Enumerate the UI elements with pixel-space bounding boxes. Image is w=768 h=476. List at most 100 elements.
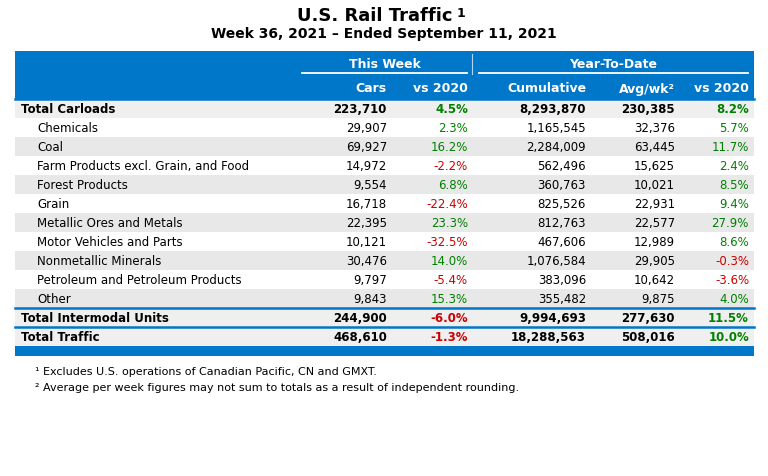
Bar	[15, 100, 754, 119]
Text: 1,165,545: 1,165,545	[526, 122, 586, 135]
Bar	[15, 195, 754, 214]
Bar	[15, 251, 754, 270]
Text: Metallic Ores and Metals: Metallic Ores and Metals	[37, 217, 183, 229]
Bar	[15, 119, 754, 138]
Text: Coal: Coal	[37, 141, 63, 154]
Text: 360,763: 360,763	[538, 178, 586, 192]
Text: Grain: Grain	[37, 198, 69, 210]
Text: 23.3%: 23.3%	[431, 217, 468, 229]
Text: Cars: Cars	[356, 82, 387, 95]
Text: -1.3%: -1.3%	[431, 330, 468, 343]
Bar	[15, 138, 754, 157]
Text: 29,907: 29,907	[346, 122, 387, 135]
Text: 9,554: 9,554	[353, 178, 387, 192]
Text: 11.5%: 11.5%	[708, 311, 749, 324]
Text: vs 2020: vs 2020	[694, 82, 749, 95]
Text: 14.0%: 14.0%	[431, 255, 468, 268]
Text: 22,931: 22,931	[634, 198, 675, 210]
Text: 5.7%: 5.7%	[720, 122, 749, 135]
Bar	[15, 214, 754, 232]
Text: 8.6%: 8.6%	[720, 236, 749, 248]
Bar	[15, 308, 754, 327]
Text: 16.2%: 16.2%	[431, 141, 468, 154]
Text: 467,606: 467,606	[538, 236, 586, 248]
Text: ¹ Excludes U.S. operations of Canadian Pacific, CN and GMXT.: ¹ Excludes U.S. operations of Canadian P…	[35, 366, 377, 376]
Bar	[15, 289, 754, 308]
Bar	[15, 78, 754, 100]
Bar	[15, 270, 754, 289]
Bar	[15, 157, 754, 176]
Text: 812,763: 812,763	[538, 217, 586, 229]
Text: 9,843: 9,843	[353, 292, 387, 306]
Text: 27.9%: 27.9%	[712, 217, 749, 229]
Text: 22,395: 22,395	[346, 217, 387, 229]
Text: 32,376: 32,376	[634, 122, 675, 135]
Text: 244,900: 244,900	[333, 311, 387, 324]
Text: vs 2020: vs 2020	[413, 82, 468, 95]
Text: 16,718: 16,718	[346, 198, 387, 210]
Text: -5.4%: -5.4%	[434, 273, 468, 287]
Text: This Week: This Week	[349, 59, 420, 71]
Text: ² Average per week figures may not sum to totals as a result of independent roun: ² Average per week figures may not sum t…	[35, 382, 519, 392]
Bar	[15, 52, 754, 78]
Text: U.S. Rail Traffic: U.S. Rail Traffic	[297, 7, 453, 25]
Text: 9.4%: 9.4%	[719, 198, 749, 210]
Text: -6.0%: -6.0%	[430, 311, 468, 324]
Text: Forest Products: Forest Products	[37, 178, 128, 192]
Text: 508,016: 508,016	[621, 330, 675, 343]
Text: Other: Other	[37, 292, 71, 306]
Text: Total Carloads: Total Carloads	[21, 103, 115, 116]
Text: -0.3%: -0.3%	[715, 255, 749, 268]
Text: 8,293,870: 8,293,870	[519, 103, 586, 116]
Text: 9,994,693: 9,994,693	[519, 311, 586, 324]
Text: Cumulative: Cumulative	[507, 82, 586, 95]
Bar	[15, 176, 754, 195]
Text: 14,972: 14,972	[346, 159, 387, 173]
Text: Year-To-Date: Year-To-Date	[570, 59, 657, 71]
Text: 8.5%: 8.5%	[720, 178, 749, 192]
Text: 10,642: 10,642	[634, 273, 675, 287]
Text: 18,288,563: 18,288,563	[511, 330, 586, 343]
Text: Chemicals: Chemicals	[37, 122, 98, 135]
Text: 2,284,009: 2,284,009	[526, 141, 586, 154]
Text: -2.2%: -2.2%	[434, 159, 468, 173]
Text: 9,875: 9,875	[641, 292, 675, 306]
Text: 15,625: 15,625	[634, 159, 675, 173]
Text: 15.3%: 15.3%	[431, 292, 468, 306]
Text: 2.3%: 2.3%	[439, 122, 468, 135]
Text: 10.0%: 10.0%	[708, 330, 749, 343]
Text: 10,021: 10,021	[634, 178, 675, 192]
Text: 355,482: 355,482	[538, 292, 586, 306]
Text: 69,927: 69,927	[346, 141, 387, 154]
Text: 562,496: 562,496	[538, 159, 586, 173]
Text: 4.0%: 4.0%	[720, 292, 749, 306]
Text: 468,610: 468,610	[333, 330, 387, 343]
Text: -32.5%: -32.5%	[426, 236, 468, 248]
Text: Farm Products excl. Grain, and Food: Farm Products excl. Grain, and Food	[37, 159, 249, 173]
Text: Week 36, 2021 – Ended September 11, 2021: Week 36, 2021 – Ended September 11, 2021	[211, 27, 557, 41]
Text: 1: 1	[457, 7, 465, 20]
Text: -3.6%: -3.6%	[715, 273, 749, 287]
Text: 2.4%: 2.4%	[719, 159, 749, 173]
Text: Avg/wk²: Avg/wk²	[619, 82, 675, 95]
Text: 6.8%: 6.8%	[439, 178, 468, 192]
Text: Motor Vehicles and Parts: Motor Vehicles and Parts	[37, 236, 183, 248]
Text: -22.4%: -22.4%	[426, 198, 468, 210]
Text: Petroleum and Petroleum Products: Petroleum and Petroleum Products	[37, 273, 242, 287]
Text: 230,385: 230,385	[621, 103, 675, 116]
Text: 8.2%: 8.2%	[717, 103, 749, 116]
Text: Nonmetallic Minerals: Nonmetallic Minerals	[37, 255, 161, 268]
Text: 30,476: 30,476	[346, 255, 387, 268]
Text: 825,526: 825,526	[538, 198, 586, 210]
Bar	[15, 346, 754, 356]
Text: 383,096: 383,096	[538, 273, 586, 287]
Text: 1,076,584: 1,076,584	[526, 255, 586, 268]
Text: Total Traffic: Total Traffic	[21, 330, 100, 343]
Bar	[15, 327, 754, 346]
Text: 12,989: 12,989	[634, 236, 675, 248]
Text: 11.7%: 11.7%	[712, 141, 749, 154]
Bar	[15, 232, 754, 251]
Text: Total Intermodal Units: Total Intermodal Units	[21, 311, 169, 324]
Text: 4.5%: 4.5%	[435, 103, 468, 116]
Text: 29,905: 29,905	[634, 255, 675, 268]
